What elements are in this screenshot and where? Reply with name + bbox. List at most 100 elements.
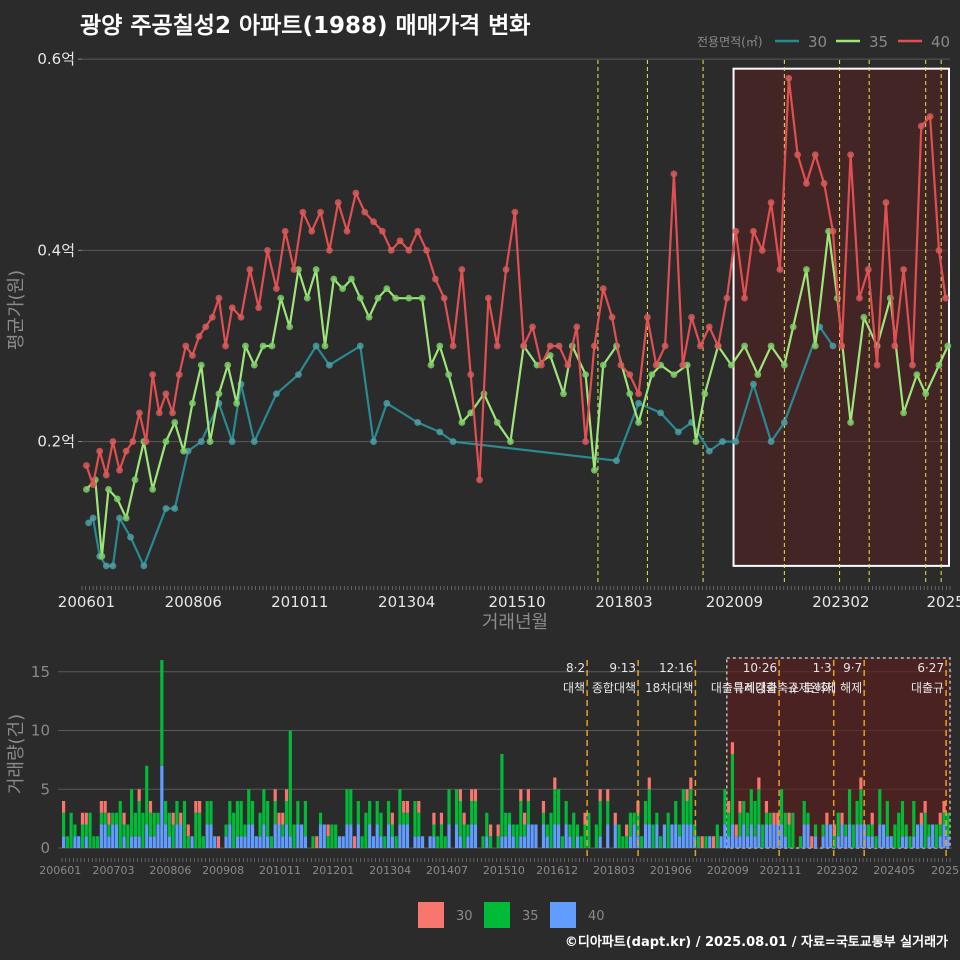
bar — [96, 836, 100, 848]
data-point-30 — [356, 342, 364, 350]
data-point-40 — [546, 342, 554, 350]
data-point-35 — [692, 438, 700, 445]
data-point-30 — [102, 562, 110, 570]
bar — [730, 742, 735, 754]
bar — [334, 824, 338, 848]
data-point-30 — [85, 519, 93, 527]
bar-x-tick-label: 200806 — [149, 864, 191, 877]
bar — [356, 824, 360, 848]
bar — [186, 824, 190, 837]
data-point-35 — [286, 323, 294, 331]
bar — [651, 824, 655, 848]
bar — [232, 812, 236, 848]
bar — [523, 812, 527, 825]
bar — [205, 824, 209, 848]
bar — [390, 836, 394, 848]
bar — [209, 824, 213, 848]
data-point-35 — [98, 552, 106, 560]
data-point-40 — [670, 170, 678, 178]
bar — [126, 824, 130, 848]
bar — [349, 789, 353, 825]
bar — [878, 789, 882, 825]
bar — [73, 836, 77, 848]
bar — [107, 812, 111, 825]
bar — [439, 824, 444, 848]
bar — [368, 824, 372, 848]
bar-x-tick-label: 200601 — [39, 864, 81, 877]
data-point-35 — [113, 495, 121, 503]
bar — [190, 836, 194, 848]
bar — [557, 789, 561, 825]
bar-x-tick-label: 202302 — [816, 864, 858, 877]
bar — [99, 824, 103, 848]
bar — [201, 836, 205, 848]
bar — [417, 836, 421, 848]
bar — [103, 812, 107, 825]
bar — [787, 812, 791, 825]
bar — [300, 824, 304, 848]
data-point-35 — [436, 342, 444, 350]
bar — [938, 836, 942, 848]
data-point-40 — [343, 227, 351, 235]
bar — [810, 836, 814, 848]
bar — [689, 824, 693, 848]
data-point-40 — [405, 246, 413, 254]
data-point-40 — [96, 447, 104, 455]
bar — [549, 812, 553, 848]
data-point-30 — [171, 505, 179, 512]
bar — [179, 824, 183, 848]
bar — [182, 801, 187, 848]
bar — [243, 836, 247, 848]
bar — [417, 801, 421, 813]
data-point-35 — [507, 438, 514, 445]
bar — [390, 824, 394, 837]
bar — [515, 824, 519, 848]
bar — [541, 824, 546, 848]
bar-x-tick-label: 201612 — [536, 864, 578, 877]
bar — [768, 824, 772, 848]
bar — [122, 824, 126, 837]
bar-x-tick-label: 201201 — [312, 864, 354, 877]
bar — [557, 824, 561, 848]
bar — [80, 812, 85, 825]
bar — [349, 824, 353, 848]
data-point-30 — [635, 399, 642, 407]
bar — [783, 812, 787, 837]
bar — [689, 789, 693, 825]
data-point-40 — [208, 313, 216, 321]
data-point-30 — [197, 438, 205, 445]
bar — [757, 789, 761, 825]
bar — [798, 836, 803, 848]
bar — [541, 812, 546, 825]
data-point-30 — [89, 514, 97, 522]
bar — [806, 824, 810, 848]
bar — [708, 836, 712, 848]
bar — [273, 801, 277, 825]
data-point-30 — [674, 428, 682, 436]
bar — [194, 801, 198, 813]
bar — [458, 789, 462, 801]
bar — [160, 765, 164, 848]
bar — [402, 801, 406, 813]
bar — [606, 789, 610, 801]
bar — [677, 836, 682, 848]
bar — [466, 824, 470, 837]
data-point-35 — [242, 342, 249, 350]
data-point-35 — [741, 342, 748, 350]
bar — [137, 836, 141, 848]
bar-x-tick-label: 202009 — [707, 864, 749, 877]
data-point-35 — [215, 390, 223, 398]
bar — [583, 824, 587, 848]
bar — [235, 836, 239, 848]
bar — [386, 801, 391, 825]
data-point-40 — [440, 294, 448, 302]
bar — [420, 836, 425, 848]
data-point-35 — [591, 466, 598, 474]
bar — [436, 836, 440, 848]
data-point-30 — [767, 438, 775, 445]
data-point-40 — [537, 361, 545, 369]
bar — [923, 801, 927, 813]
data-point-30 — [829, 342, 837, 350]
policy-label: 종합대책 — [592, 680, 636, 695]
bar-x-tick-label: 202111 — [759, 864, 801, 877]
